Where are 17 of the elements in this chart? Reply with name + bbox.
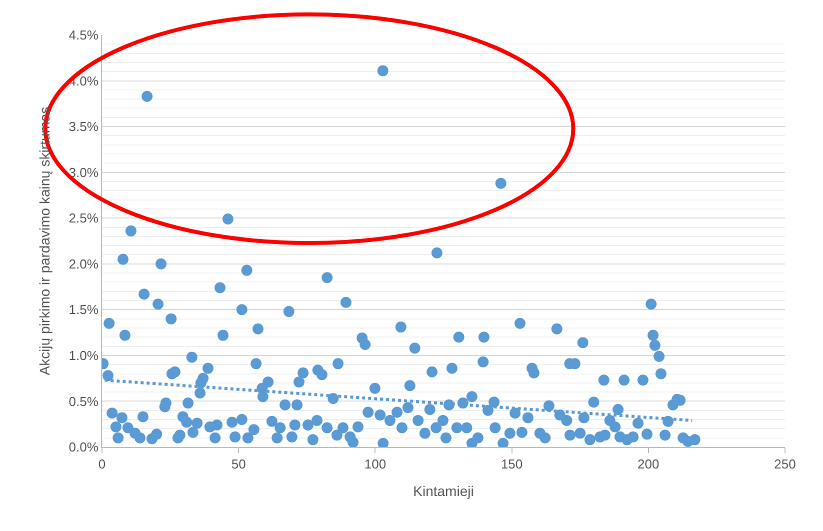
- y-tick-label: 2.0%: [68, 256, 99, 272]
- y-tick-label: 3.5%: [68, 119, 99, 134]
- x-tick-label: 150: [500, 456, 523, 472]
- y-tick-label: 0.0%: [68, 440, 99, 455]
- y-axis-title: Akcijų pirkimo ir pardavimo kainų skirtumas: [36, 106, 52, 376]
- y-tick-label: 4.5%: [68, 28, 99, 43]
- x-tick-label: 250: [774, 456, 796, 472]
- y-tick-label: 1.5%: [68, 302, 99, 318]
- y-tick-label: 0.5%: [68, 394, 99, 409]
- y-tick-label: 2.5%: [68, 210, 99, 226]
- y-tick-label: 1.0%: [68, 348, 99, 363]
- y-tick-label: 3.0%: [68, 164, 99, 180]
- x-tick-label: 200: [638, 456, 660, 472]
- x-tick-label: 50: [231, 456, 246, 472]
- x-tick-label: 0: [98, 456, 106, 472]
- x-axis-title: Kintamieji: [413, 482, 474, 499]
- x-tick-label: 100: [364, 456, 386, 472]
